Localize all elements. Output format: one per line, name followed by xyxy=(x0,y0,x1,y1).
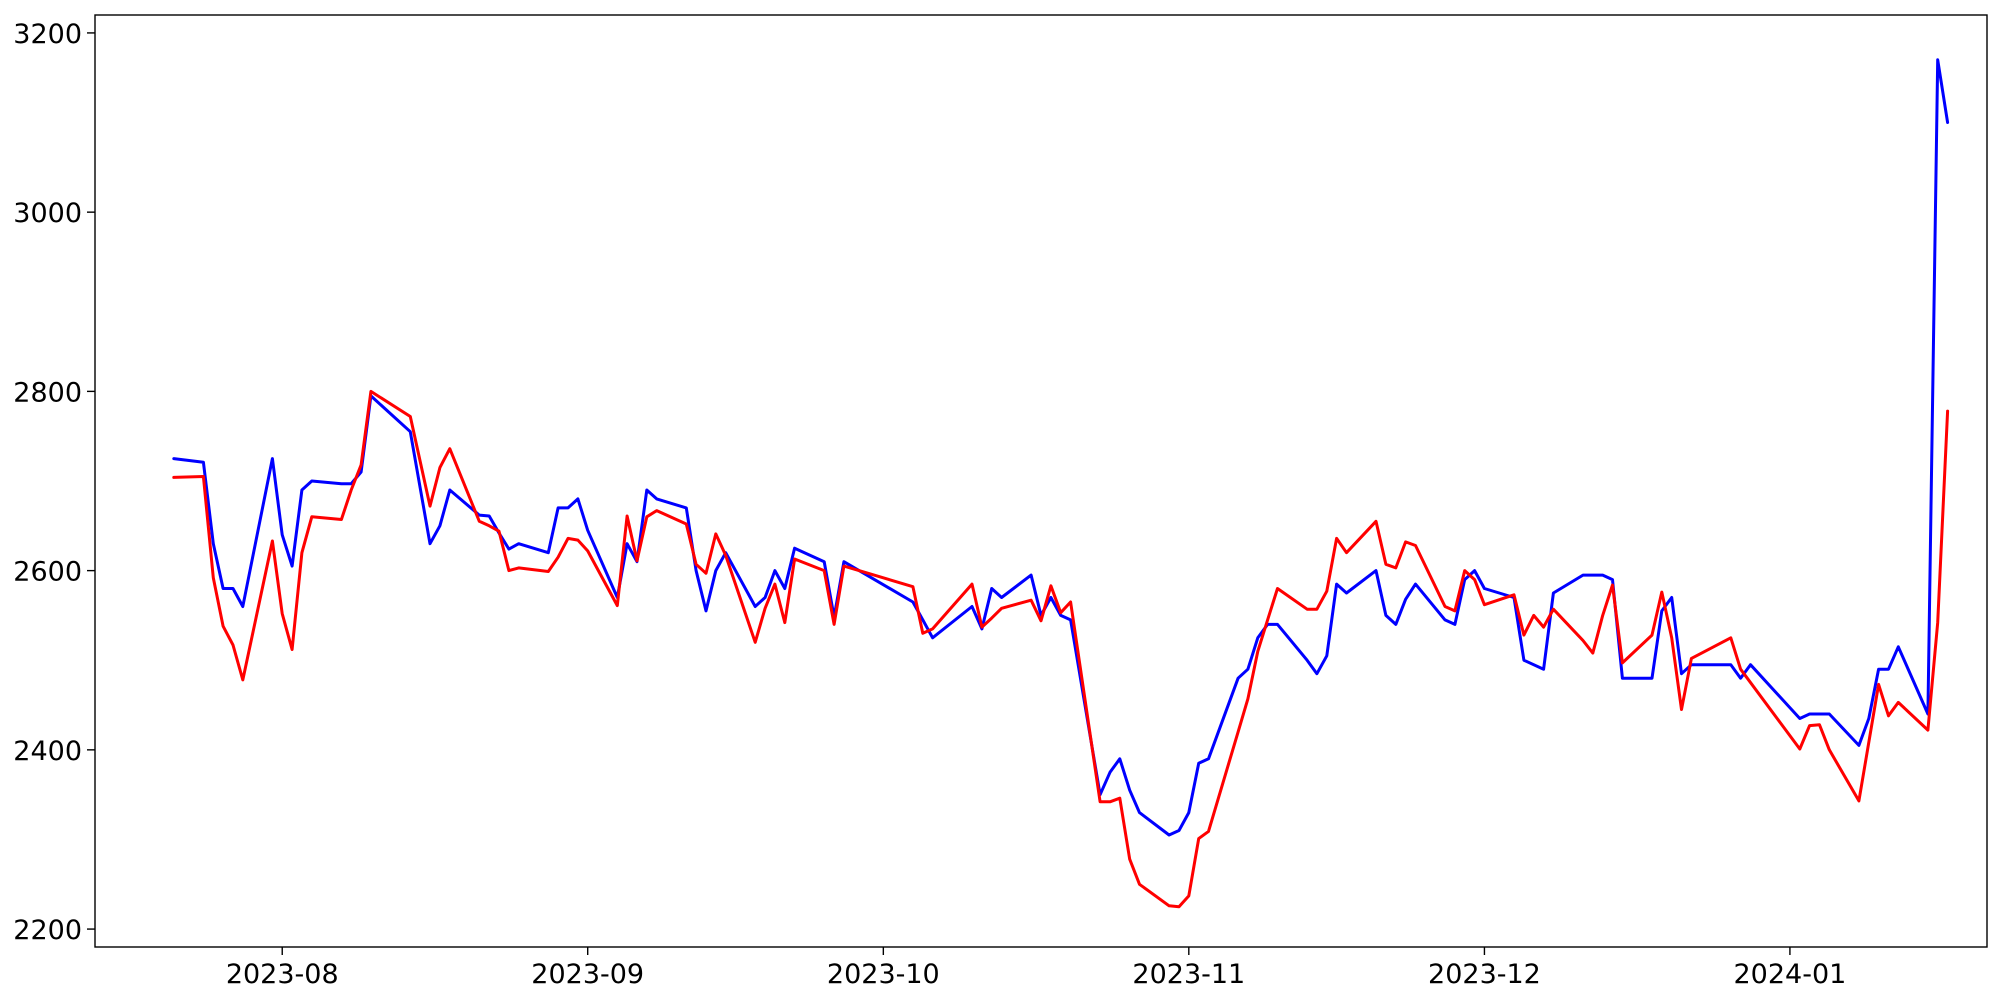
series-layer xyxy=(172,58,1950,909)
x-tick-label: 2023-12 xyxy=(1428,959,1541,990)
plot-area-frame xyxy=(94,14,1988,948)
x-tick-label: 2023-09 xyxy=(531,959,644,990)
x-axis: 2023-08 2023-09 2023-10 2023-11 2023-12 2024-… xyxy=(226,947,1847,990)
y-tick-label: 3000 xyxy=(13,198,82,229)
x-tick-label: 2023-08 xyxy=(226,959,339,990)
y-tick-label: 2400 xyxy=(13,736,82,767)
x-tick-label: 2023-11 xyxy=(1132,959,1245,990)
x-tick-label: 2023-10 xyxy=(827,959,940,990)
y-tick-label: 3200 xyxy=(13,19,82,50)
x-tick-label: 2024-01 xyxy=(1734,959,1847,990)
y-tick-label: 2600 xyxy=(13,557,82,588)
y-tick-label: 2200 xyxy=(13,915,82,946)
series-line-2 xyxy=(172,389,1950,909)
y-axis: 2200 2400 2600 2800 3000 3200 xyxy=(13,19,95,946)
series-line-1 xyxy=(172,58,1950,837)
y-tick-label: 2800 xyxy=(13,377,82,408)
